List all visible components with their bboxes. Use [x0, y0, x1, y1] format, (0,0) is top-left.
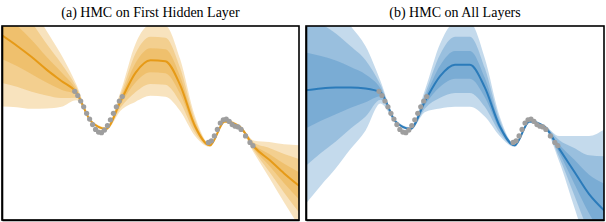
panel-title: (b) HMC on All Layers: [389, 5, 520, 21]
data-point: [111, 111, 116, 116]
data-point: [394, 122, 399, 127]
chart-container: (a) HMC on First Hidden Layer (b) HMC on …: [0, 0, 606, 222]
data-point: [513, 138, 518, 143]
data-point: [548, 133, 553, 138]
data-point: [243, 133, 248, 138]
data-point: [250, 143, 255, 148]
data-point: [424, 94, 429, 99]
panel: (a) HMC on First Hidden Layer: [2, 0, 300, 222]
data-point: [212, 133, 217, 138]
data-point: [102, 128, 107, 133]
data-point: [379, 93, 384, 98]
mean-line: [306, 65, 604, 211]
data-point: [108, 117, 113, 122]
data-point: [75, 93, 80, 98]
uncertainty-band: [306, 26, 604, 220]
data-point: [72, 89, 77, 94]
panel-title: (a) HMC on First Hidden Layer: [61, 5, 240, 21]
data-point: [114, 104, 119, 109]
data-point: [81, 104, 86, 109]
uncertainty-band: [306, 51, 604, 220]
data-point: [418, 104, 423, 109]
data-point: [415, 111, 420, 116]
data-point: [84, 111, 89, 116]
uncertainty-band: [306, 26, 604, 220]
data-point: [412, 117, 417, 122]
data-point: [87, 117, 92, 122]
data-point: [385, 104, 390, 109]
mean-line: [2, 35, 299, 185]
data-point: [391, 117, 396, 122]
data-point: [388, 111, 393, 116]
plot-marks: [306, 26, 604, 220]
data-point: [382, 98, 387, 103]
data-point: [238, 127, 243, 132]
data-point: [406, 128, 411, 133]
data-point: [78, 98, 83, 103]
data-point: [516, 133, 521, 138]
data-point: [120, 94, 125, 99]
uncertainty-band: [2, 26, 299, 220]
uncertainty-band: [2, 26, 299, 199]
data-point: [209, 138, 214, 143]
data-point: [117, 98, 122, 103]
figure: (a) HMC on First Hidden Layer (b) HMC on …: [0, 0, 606, 222]
data-point: [555, 143, 560, 148]
data-point: [376, 89, 381, 94]
data-point: [519, 127, 524, 132]
data-point: [215, 127, 220, 132]
plot-frame: [306, 26, 604, 220]
data-point: [90, 122, 95, 127]
data-point: [421, 98, 426, 103]
data-point: [105, 123, 110, 128]
plot-frame: [2, 26, 299, 220]
panel: (b) HMC on All Layers: [306, 0, 605, 222]
uncertainty-band: [2, 26, 299, 213]
data-point: [543, 127, 548, 132]
plot-marks: [2, 26, 299, 220]
data-point: [409, 123, 414, 128]
